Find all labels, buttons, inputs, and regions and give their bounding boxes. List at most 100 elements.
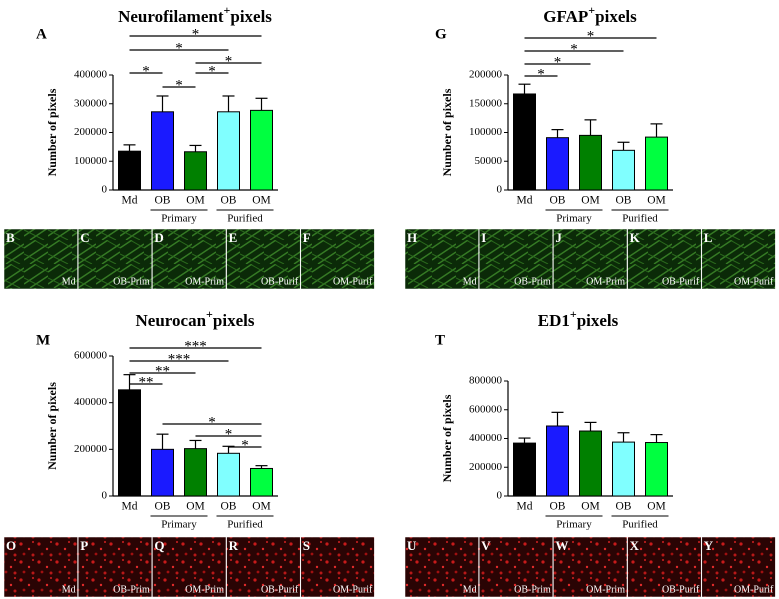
bar: [612, 149, 635, 191]
micrograph: [152, 228, 227, 290]
micrograph-label: OB-Prim: [113, 276, 150, 287]
x-tick-label: OB: [550, 195, 566, 207]
micrograph-letter: S: [303, 538, 310, 553]
error-bar: [255, 97, 268, 111]
micrograph-letter: H: [407, 230, 417, 245]
bar: [217, 111, 240, 191]
micrograph-letter: I: [481, 230, 486, 245]
bar: [217, 452, 240, 497]
x-tick-label: Md: [122, 195, 138, 207]
error-bar: [617, 141, 630, 151]
significance-label: *: [241, 437, 249, 453]
micrograph: [3, 228, 78, 290]
micrograph-letter: V: [481, 538, 491, 553]
bar: [546, 137, 569, 191]
micrograph: [404, 228, 479, 290]
bar: [118, 389, 141, 497]
micrograph: [77, 228, 153, 290]
x-tick-label: OB: [221, 195, 237, 207]
micrograph-letter: L: [704, 230, 713, 245]
bar: [579, 430, 602, 497]
bar: [612, 441, 635, 497]
bar: [184, 151, 207, 191]
micrograph-letter: O: [6, 538, 16, 553]
error-bar: [551, 411, 564, 426]
group-label: Primary: [161, 213, 197, 225]
y-tick-label: 200000: [74, 126, 108, 138]
micrograph-label: OM-Purif: [734, 584, 774, 595]
micrograph: [404, 536, 479, 598]
x-tick-label: Md: [122, 501, 138, 513]
bar: [513, 442, 536, 497]
bar: [184, 448, 207, 497]
x-tick-label: Md: [517, 501, 533, 513]
micrograph-letter: F: [303, 230, 311, 245]
micrograph-label: OM-Purif: [333, 584, 373, 595]
y-tick-label: 600000: [74, 350, 108, 362]
error-bar: [518, 83, 531, 94]
micrograph-label: Md: [62, 584, 76, 595]
y-axis-label: Number of pixels: [45, 382, 59, 470]
error-bar: [551, 129, 564, 138]
significance-label: *: [587, 28, 595, 44]
error-bar: [222, 95, 235, 112]
micrograph-letter: Q: [154, 538, 164, 553]
micrograph-letter: E: [229, 230, 238, 245]
micrograph-label: OM-Prim: [185, 276, 224, 287]
error-bar: [123, 374, 136, 390]
y-tick-label: 300000: [74, 97, 108, 109]
y-axis-label: Number of pixels: [45, 88, 59, 176]
micrograph-label: OB-Prim: [514, 584, 551, 595]
group-label: Primary: [556, 213, 592, 225]
y-tick-label: 600000: [469, 403, 503, 415]
title-part: GFAP: [543, 7, 588, 26]
title-part: Neurocan: [136, 311, 207, 330]
micrograph-label: OM-Prim: [586, 276, 625, 287]
micrograph-label: Md: [62, 276, 76, 287]
error-bar: [123, 144, 136, 152]
y-tick-label: 100000: [74, 155, 108, 167]
micrograph-label: Md: [463, 584, 477, 595]
micrograph: [553, 536, 628, 598]
title-part: +: [224, 3, 231, 17]
y-tick-label: 200000: [74, 443, 108, 455]
x-tick-label: OB: [155, 195, 171, 207]
x-tick-label: OB: [616, 501, 632, 513]
micrograph-label: OM-Purif: [333, 276, 373, 287]
micrograph: [701, 536, 776, 598]
title-part: ED1: [538, 311, 570, 330]
title-part: +: [570, 307, 577, 321]
micrograph-label: OB-Purif: [261, 276, 299, 287]
significance-label: **: [155, 363, 170, 379]
title-part: pixels: [595, 7, 637, 26]
x-tick-label: OM: [252, 195, 271, 207]
error-bar: [650, 434, 663, 443]
micrograph: [226, 228, 301, 290]
significance-label: *: [208, 63, 216, 79]
title-part: +: [588, 3, 595, 17]
micrograph-letter: W: [555, 538, 568, 553]
micrograph: [478, 536, 554, 598]
y-tick-label: 800000: [469, 375, 503, 387]
y-tick-label: 0: [497, 490, 503, 502]
x-tick-label: OM: [252, 501, 271, 513]
y-tick-label: 200000: [469, 461, 503, 473]
y-tick-label: 0: [497, 184, 503, 196]
x-tick-label: OM: [581, 195, 600, 207]
bar: [579, 134, 602, 191]
y-tick-label: 150000: [469, 97, 503, 109]
y-tick-label: 400000: [74, 396, 108, 408]
group-label: Purified: [227, 213, 263, 225]
y-tick-label: 50000: [475, 155, 503, 167]
significance-label: *: [208, 414, 216, 430]
x-tick-label: OM: [647, 195, 666, 207]
micrograph-label: OM-Prim: [185, 584, 224, 595]
micrograph-letter: J: [555, 230, 562, 245]
chart-title: GFAP+pixels: [543, 3, 637, 26]
error-bar: [189, 144, 202, 152]
error-bar: [189, 439, 202, 449]
panel-letter: M: [36, 332, 50, 348]
micrograph-letter: D: [154, 230, 163, 245]
panel-letter: G: [435, 26, 447, 42]
bar: [645, 442, 668, 497]
